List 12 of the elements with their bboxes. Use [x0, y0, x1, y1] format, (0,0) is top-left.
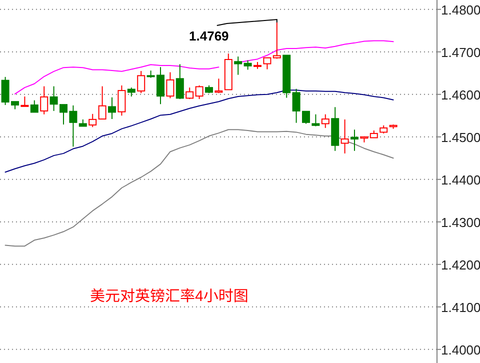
y-tick-label: 1.4000 [441, 342, 480, 358]
annotation: 1.4769 [189, 28, 229, 44]
y-tick-label: 1.4800 [441, 2, 480, 18]
y-tick-label: 1.4500 [441, 130, 480, 145]
line-series [4, 90, 394, 173]
y-tick-label: 1.4100 [441, 300, 480, 315]
y-tick-label: 1.4600 [441, 87, 480, 102]
y-tick-label: 1.4700 [441, 44, 480, 60]
annotation: 美元对英镑汇率4小时图 [90, 288, 248, 305]
y-tick-label: 1.4200 [441, 257, 480, 272]
y-tick-label: 1.4400 [441, 172, 480, 188]
y-tick-label: 1.4300 [441, 214, 480, 230]
